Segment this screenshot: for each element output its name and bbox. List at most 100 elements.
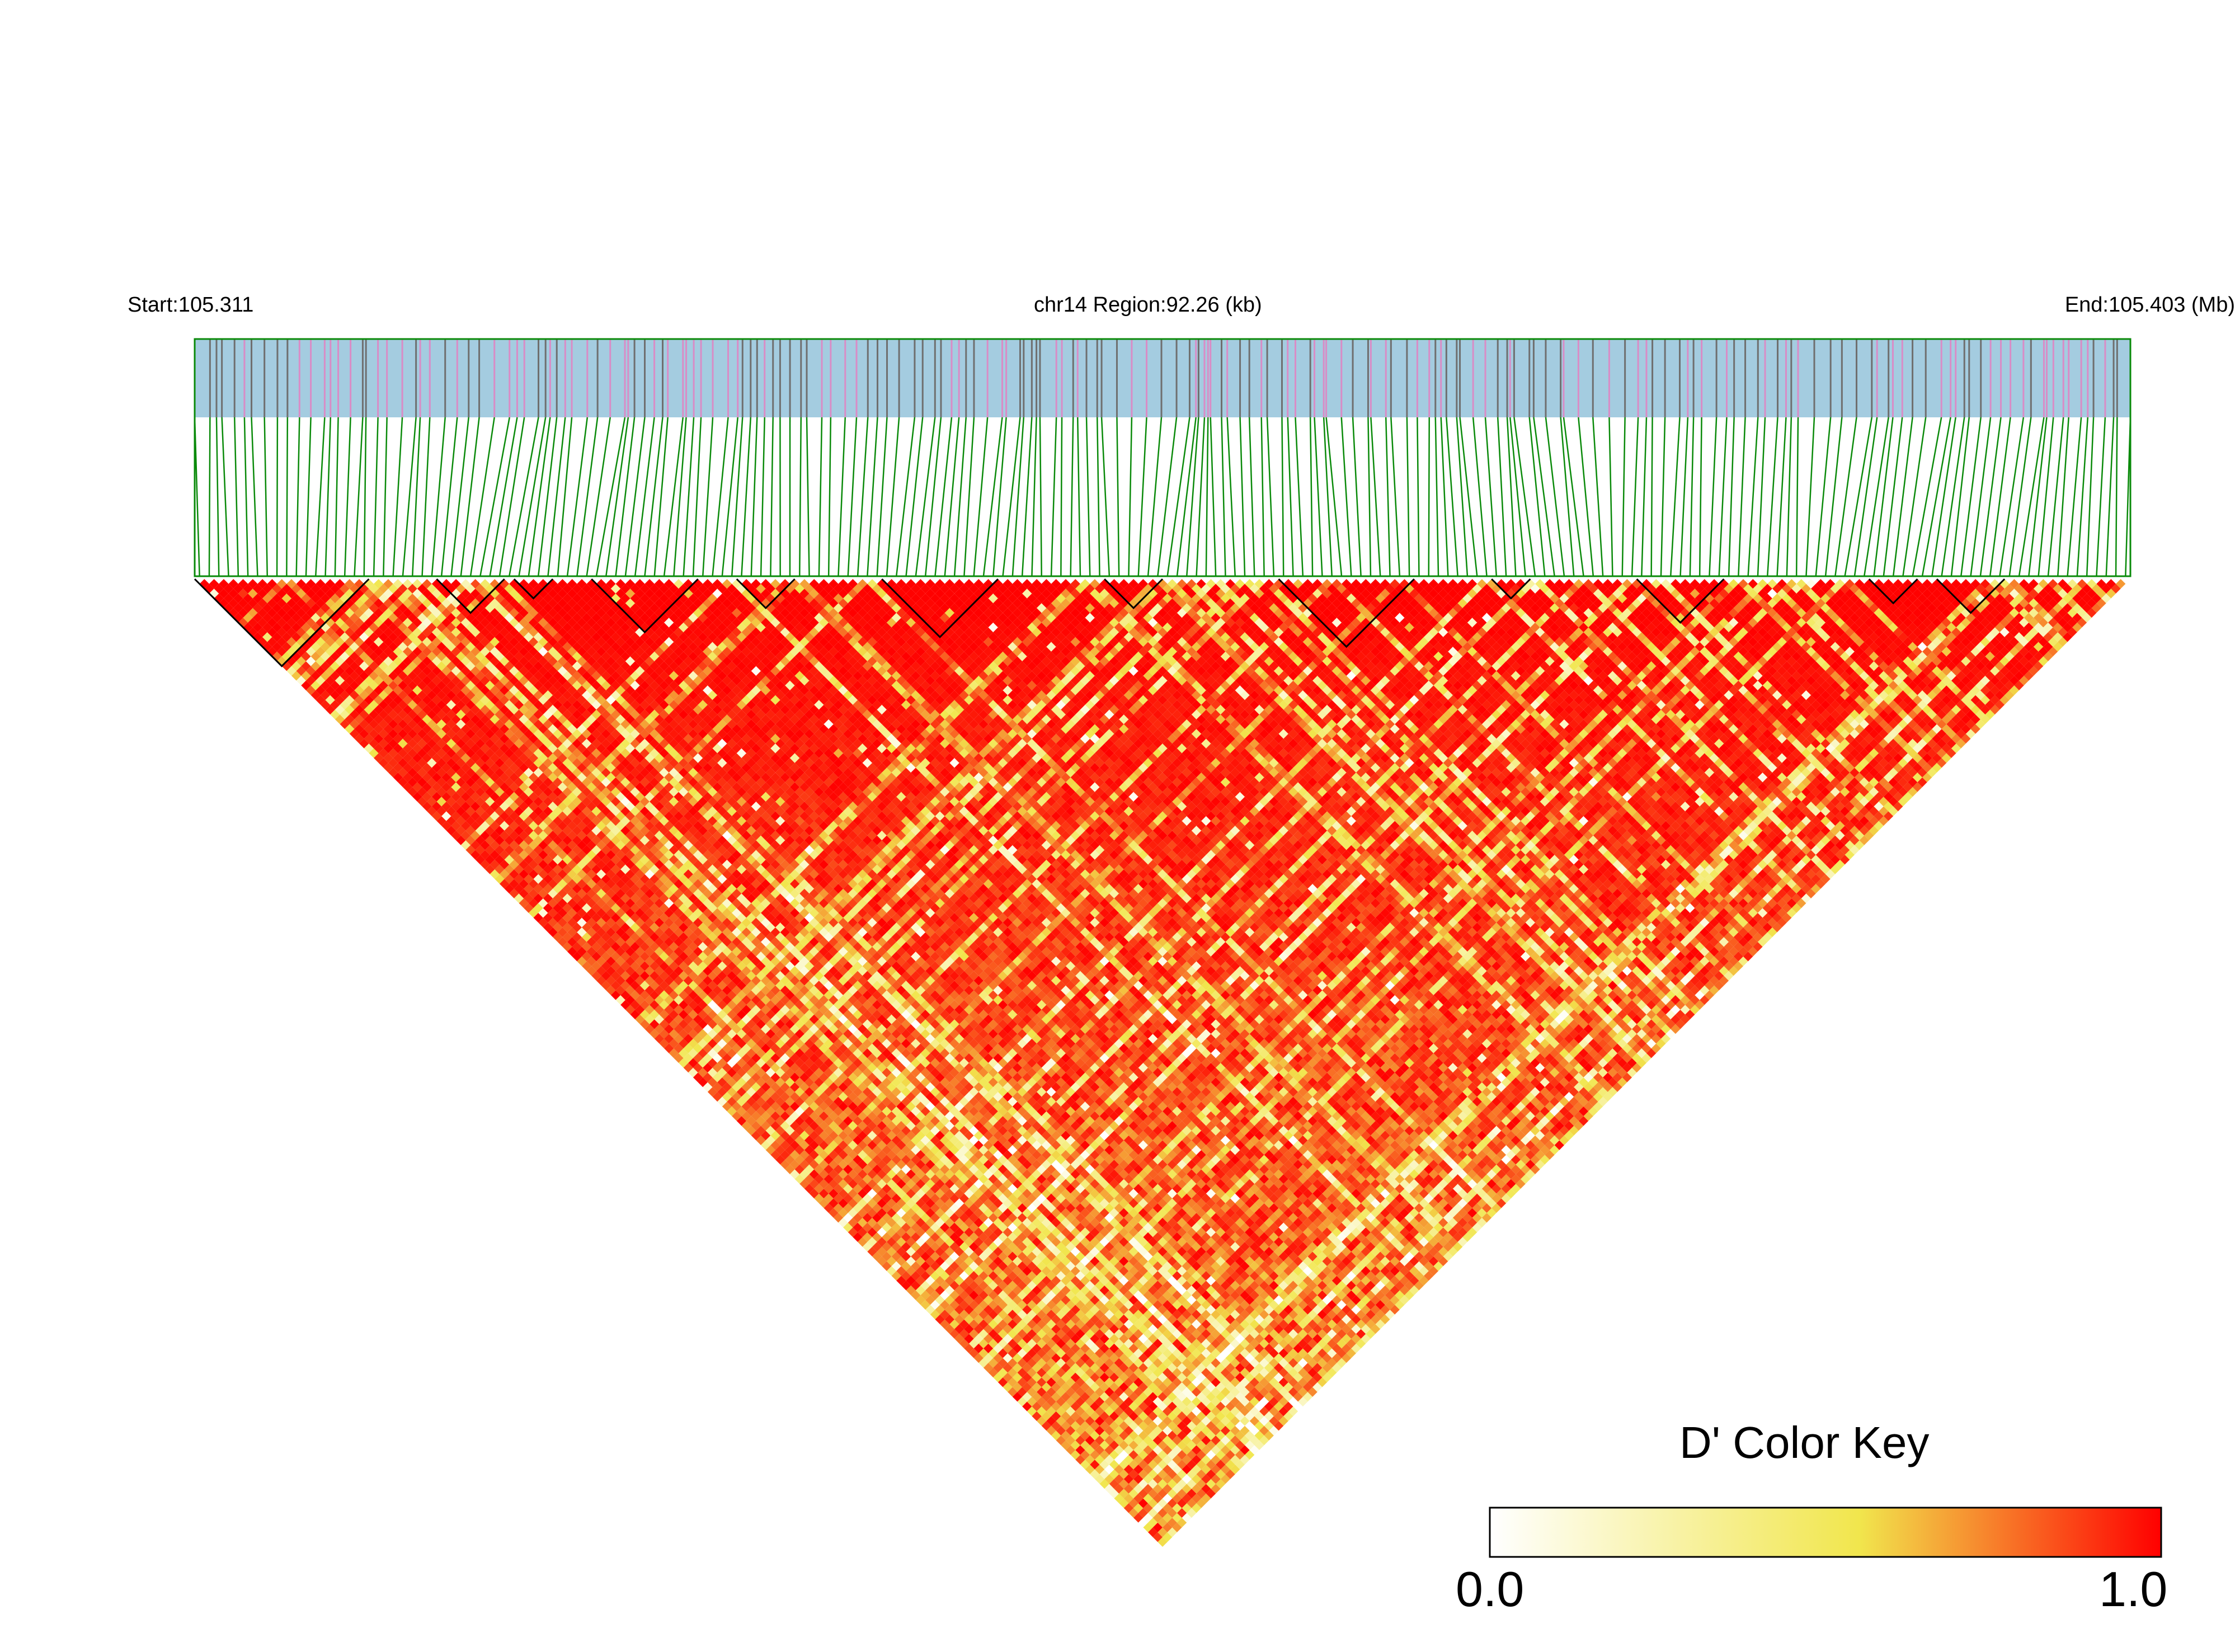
snp-connector: [1883, 417, 1903, 577]
snp-connector: [1709, 417, 1718, 577]
snp-connector: [1096, 417, 1100, 577]
snp-connector: [295, 417, 300, 577]
snp-connector: [1795, 417, 1799, 577]
snp-connector: [1210, 417, 1217, 577]
snp-connector: [712, 417, 729, 577]
snp-connector: [934, 417, 953, 577]
snp-connector: [1621, 417, 1626, 577]
snp-connector-lines: [194, 417, 2132, 577]
snp-connector: [1506, 417, 1517, 577]
snp-connector: [324, 417, 332, 577]
snp-connector: [644, 417, 664, 577]
snp-connector: [1085, 417, 1091, 577]
snp-connector: [847, 417, 858, 577]
snp-connector: [383, 417, 388, 577]
snp-connector: [1314, 417, 1323, 577]
snp-connector: [1248, 417, 1255, 577]
snp-connector: [702, 417, 714, 577]
snp-connector: [1484, 417, 1498, 577]
snp-connector: [2086, 417, 2095, 577]
snp-connector: [547, 417, 566, 577]
snp-connector: [233, 417, 239, 577]
snp-connector: [1545, 417, 1565, 577]
snp-connector: [1689, 417, 1695, 577]
snp-connector: [1608, 417, 1613, 577]
snp-connector: [1287, 417, 1294, 577]
snp-connector: [334, 417, 339, 577]
snp-connector: [750, 417, 758, 577]
snp-connector: [1239, 417, 1246, 577]
snp-connector: [1309, 417, 1314, 577]
snp-connector: [837, 417, 846, 577]
snp-connector: [1979, 417, 2002, 577]
snp-connector: [576, 417, 599, 577]
snp-connector: [924, 417, 942, 577]
snp-connector: [1385, 417, 1391, 577]
snp-connector: [634, 417, 655, 577]
snp-connector: [1738, 417, 1746, 577]
snp-connector: [653, 417, 669, 577]
snp-connector: [1747, 417, 1759, 577]
snp-connector: [905, 417, 924, 577]
snp-connector: [305, 417, 312, 577]
snp-connector: [2105, 417, 2115, 577]
snp-connector: [1390, 417, 1401, 577]
snp-connector: [624, 417, 646, 577]
snp-connector: [1116, 417, 1120, 577]
snp-connector: [1128, 417, 1133, 577]
snp-connector: [1406, 417, 1410, 577]
snp-connector: [373, 417, 379, 577]
snp-connector: [286, 417, 289, 577]
snp-connector: [2096, 417, 2106, 577]
snp-connector: [799, 417, 802, 577]
snp-connector: [1941, 417, 1965, 577]
snp-connector: [1100, 417, 1111, 577]
snp-connector: [363, 417, 367, 577]
snp-connector: [392, 417, 403, 577]
snp-connector: [344, 417, 351, 577]
snp-connector: [1950, 417, 1970, 577]
snp-connector: [1631, 417, 1639, 577]
snp-connector: [1902, 417, 1927, 577]
snp-connector: [1679, 417, 1689, 577]
snp-connector: [1370, 417, 1381, 577]
snp-connector: [2115, 417, 2118, 577]
ld-triangle-cells: [199, 579, 2126, 1547]
snp-connector: [1137, 417, 1147, 577]
snp-connector: [692, 417, 702, 577]
snp-connector: [1728, 417, 1735, 577]
snp-connector: [973, 417, 989, 577]
snp-connector: [1931, 417, 1956, 577]
snp-connector: [264, 417, 268, 577]
snp-connector: [1805, 417, 1815, 577]
snp-connector: [1989, 417, 2011, 577]
snp-connector: [1718, 417, 1728, 577]
snp-connector: [1039, 417, 1042, 577]
snp-connector: [1446, 417, 1458, 577]
snp-connector: [1260, 417, 1265, 577]
snp-connector: [251, 417, 258, 577]
snp-connector: [479, 417, 510, 577]
snp-connector: [770, 417, 774, 577]
snp-connector: [963, 417, 975, 577]
snp-connector: [1325, 417, 1343, 577]
snp-connector: [1050, 417, 1057, 577]
snp-connector: [421, 417, 431, 577]
snp-connector: [1757, 417, 1766, 577]
snp-connector: [1070, 417, 1074, 577]
snp-connector: [1892, 417, 1913, 577]
snp-connector: [460, 417, 480, 577]
snp-connector: [1834, 417, 1857, 577]
snp-connector: [1367, 417, 1372, 577]
snp-connector: [354, 417, 364, 577]
snp-connector: [1767, 417, 1778, 577]
snp-connector: [469, 417, 495, 577]
snp-connector: [1698, 417, 1702, 577]
snp-connector: [1776, 417, 1787, 577]
snp-connector: [1641, 417, 1648, 577]
snp-connector: [586, 417, 611, 577]
snp-connector: [1323, 417, 1333, 577]
snp-connector: [1147, 417, 1163, 577]
snp-connector: [1295, 417, 1304, 577]
